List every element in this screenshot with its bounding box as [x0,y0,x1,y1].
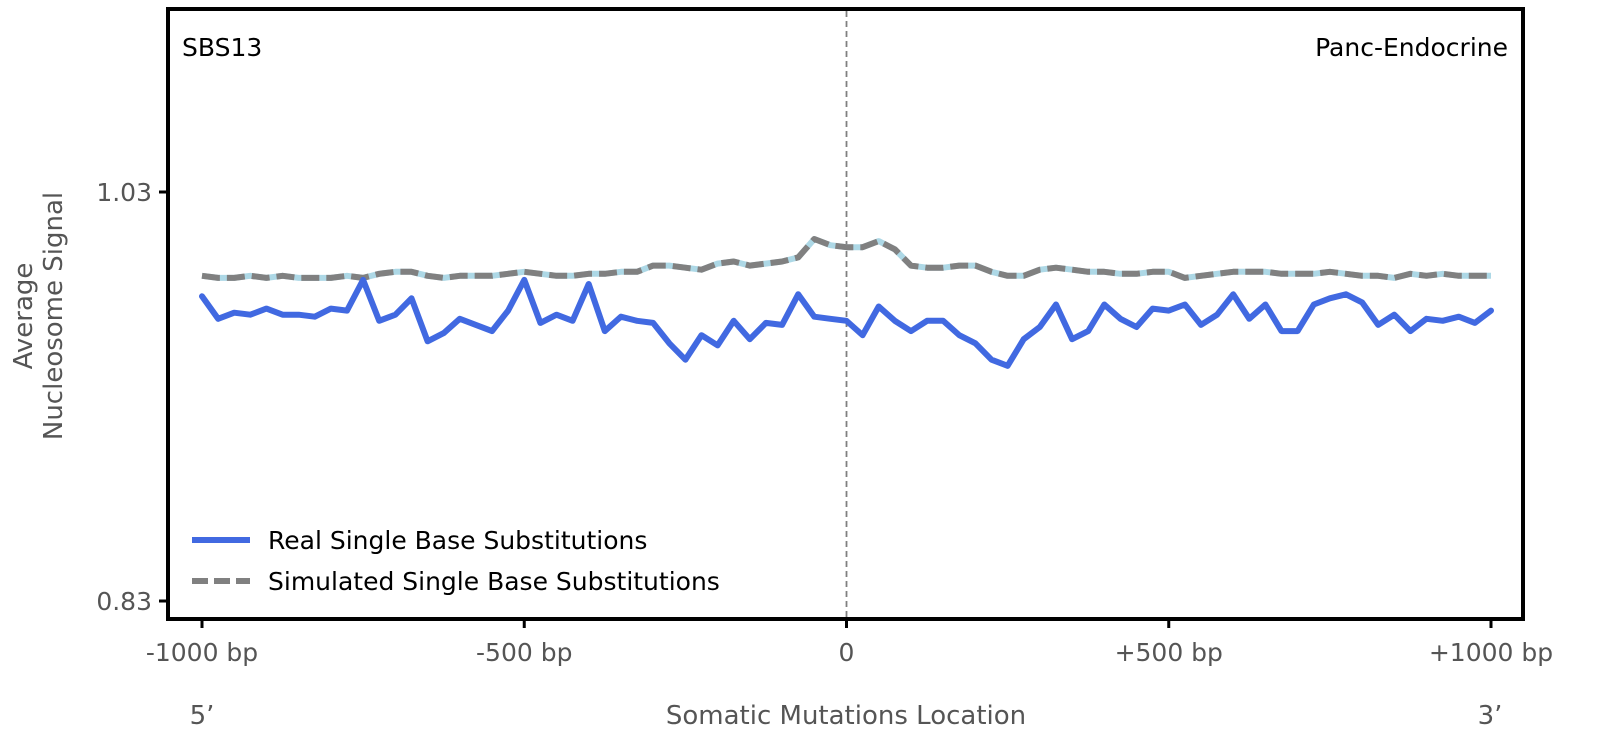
y-axis-title-line-1: Average [9,263,39,370]
x-tick-label: 0 [839,638,855,667]
x-tick-label: -1000 bp [146,638,258,667]
series-line-real [199,276,1494,369]
y-tick-label: 1.03 [96,178,152,207]
end-label-3prime: 3’ [1478,701,1503,731]
legend-label-simulated: Simulated Single Base Substitutions [268,567,720,596]
end-label-5prime: 5’ [190,701,215,731]
y-axis-title-line-2: Nucleosome Signal [39,192,69,440]
y-axis: 0.83 1.03 [96,178,168,616]
x-tick-label: -500 bp [476,638,572,667]
tissue-label: Panc-Endocrine [1315,33,1508,62]
x-tick-label: +1000 bp [1429,638,1553,667]
x-tick-label: +500 bp [1115,638,1223,667]
legend: Real Single Base Substitutions Simulated… [192,526,720,596]
series-layer [199,236,1494,369]
series-line-simulated [201,236,1491,281]
y-tick-label: 0.83 [96,587,152,616]
x-axis: -1000 bp -500 bp 0 +500 bp +1000 bp [146,619,1553,667]
panel-label: SBS13 [182,33,262,62]
legend-label-real: Real Single Base Substitutions [268,526,647,555]
x-axis-title: Somatic Mutations Location [666,701,1026,731]
